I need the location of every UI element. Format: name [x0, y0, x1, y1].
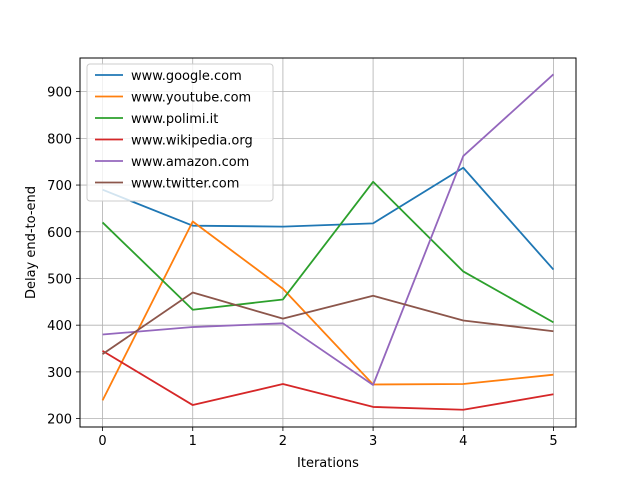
x-tick-label: 4: [459, 434, 467, 449]
x-axis-label: Iterations: [297, 456, 359, 471]
y-tick-label: 500: [47, 272, 72, 287]
legend-label: www.wikipedia.org: [131, 134, 253, 149]
legend-label: www.twitter.com: [131, 177, 239, 192]
x-tick-label: 0: [98, 434, 106, 449]
grid: [80, 58, 576, 427]
legend-box: [86, 63, 274, 202]
plot-area-frame: [79, 57, 577, 428]
x-tick-label: 5: [549, 434, 557, 449]
legend-label: www.youtube.com: [131, 91, 251, 106]
y-tick-label: 300: [47, 366, 72, 381]
y-tick-label: 700: [47, 179, 72, 194]
series-line-google-com: [102, 166, 555, 271]
series-line-twitter-com: [102, 291, 554, 355]
series-line-polimi-it: [101, 180, 554, 324]
x-tick-label: 1: [189, 434, 197, 449]
y-tick-label: 800: [47, 132, 72, 147]
axis-ticks: 0 1 2 3 4 5 200 300 400 500 600 700 800 900: [47, 86, 557, 449]
y-tick-label: 600: [47, 226, 72, 241]
y-tick-label: 200: [47, 413, 72, 428]
x-tick-label: 2: [279, 434, 287, 449]
series-line-wikipedia-org: [102, 350, 554, 411]
legend-label: www.amazon.com: [131, 155, 249, 170]
y-tick-label: 400: [47, 319, 72, 334]
series-line-amazon-com: [102, 73, 555, 386]
legend: www.google.com www.youtube.com www.polimi.…: [86, 63, 274, 202]
series-lines: [101, 73, 555, 411]
y-axis-label: Delay end-to-end: [24, 186, 39, 299]
legend-label: www.google.com: [131, 69, 242, 84]
legend-label: www.polimi.it: [131, 112, 218, 127]
x-tick-label: 3: [369, 434, 377, 449]
y-tick-label: 900: [47, 86, 72, 101]
series-line-youtube-com: [101, 220, 554, 401]
